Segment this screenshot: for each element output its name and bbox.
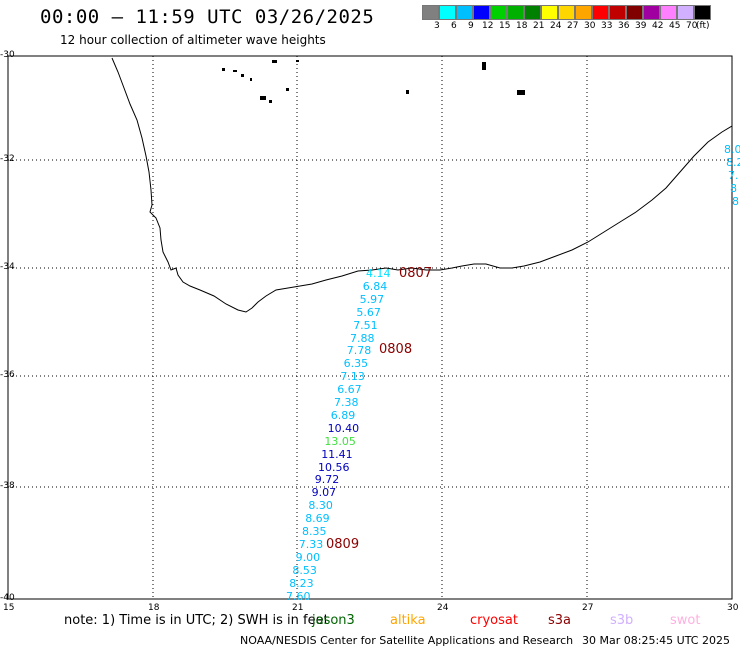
legend-swatch xyxy=(643,5,660,20)
edge-wave-value: 7. xyxy=(728,169,739,182)
satellite-label: swot xyxy=(670,613,701,628)
legend-swatch xyxy=(541,5,558,20)
longitude-label: 30 xyxy=(727,603,739,613)
legend-swatch xyxy=(507,5,524,20)
legend-label: 27 xyxy=(567,21,579,31)
longitude-label: 21 xyxy=(292,603,304,613)
legend-label: 45 xyxy=(669,21,681,31)
legend-swatch xyxy=(592,5,609,20)
legend-swatch xyxy=(524,5,541,20)
legend-swatch xyxy=(422,5,439,20)
edge-wave-value: 8 xyxy=(730,182,737,195)
legend-label: 6 xyxy=(451,21,457,31)
legend-label: 39 xyxy=(635,21,647,31)
wave-height-value: 6.89 xyxy=(330,408,356,422)
latitude-label: -32 xyxy=(0,154,15,164)
wave-height-value: 5.67 xyxy=(356,305,381,319)
latitude-label: -30 xyxy=(0,50,15,60)
wave-height-value: 10.56 xyxy=(318,460,350,474)
wave-height-value: 13.05 xyxy=(324,434,356,448)
wave-height-value: 6.67 xyxy=(337,383,362,397)
longitude-label: 18 xyxy=(148,603,160,613)
edge-wave-value: 8.2 xyxy=(726,156,740,169)
edge-wave-value: 8 xyxy=(732,195,739,208)
map-subtitle: 12 hour collection of altimeter wave hei… xyxy=(60,33,326,47)
legend-label: 9 xyxy=(468,21,474,31)
wave-height-value: 8.53 xyxy=(292,563,317,577)
wave-height-value: 6.35 xyxy=(343,357,369,371)
note-text: note: 1) Time is in UTC; 2) SWH is in fe… xyxy=(64,613,329,628)
legend-label: 12 xyxy=(482,21,494,31)
wave-height-value: 9.07 xyxy=(311,486,337,500)
satellite-label: jason3 xyxy=(312,613,355,628)
pass-time-label: 0809 xyxy=(326,537,360,552)
edge-wave-value: 8.0 xyxy=(724,143,740,156)
wave-height-value: 11.41 xyxy=(321,447,353,461)
coastline xyxy=(111,57,733,313)
timestamp-text: 30 Mar 08:25:45 UTC 2025 xyxy=(582,634,730,647)
wave-height-value: 8.23 xyxy=(289,576,314,590)
map-title: 00:00 – 11:59 UTC 03/26/2025 xyxy=(40,6,375,28)
wave-height-value: 7.51 xyxy=(353,318,378,332)
wave-height-value: 5.97 xyxy=(359,292,385,306)
map-frame xyxy=(7,55,733,600)
legend-label: 36 xyxy=(618,21,630,31)
satellite-label: cryosat xyxy=(470,613,518,628)
latitude-label: -38 xyxy=(0,481,15,491)
legend-swatch xyxy=(439,5,456,20)
pass-time-label: 0808 xyxy=(379,342,413,357)
satellite-label: s3a xyxy=(548,613,572,628)
wave-height-value: 6.84 xyxy=(362,279,388,293)
legend-label: (ft) xyxy=(696,21,710,31)
wave-height-value: 8.69 xyxy=(305,512,330,526)
wave-height-value: 7.33 xyxy=(298,537,324,551)
satellite-label: altika xyxy=(390,613,426,628)
color-legend xyxy=(422,5,711,20)
wave-height-value: 7.60 xyxy=(286,589,311,603)
longitude-label: 27 xyxy=(582,603,594,613)
legend-swatch xyxy=(490,5,507,20)
wave-height-value: 4.14 xyxy=(366,267,391,280)
grid-lines xyxy=(8,56,732,599)
pass-time-label: 0807 xyxy=(399,266,433,281)
legend-label: 18 xyxy=(516,21,528,31)
legend-label: 42 xyxy=(652,21,664,31)
wave-height-value: 9.72 xyxy=(314,473,340,487)
legend-swatch xyxy=(575,5,592,20)
legend-label: 15 xyxy=(499,21,511,31)
legend-label: 70 xyxy=(686,21,698,31)
legend-swatch xyxy=(626,5,643,20)
islands xyxy=(222,60,525,103)
legend-label: 24 xyxy=(550,21,562,31)
legend-label: 33 xyxy=(601,21,613,31)
longitude-label: 24 xyxy=(437,603,449,613)
legend-swatch xyxy=(677,5,694,20)
legend-label: 30 xyxy=(584,21,596,31)
wave-height-value: 7.88 xyxy=(350,331,375,345)
latitude-label: -40 xyxy=(0,593,15,603)
latitude-label: -34 xyxy=(0,262,15,272)
legend-label: 21 xyxy=(533,21,545,31)
legend-swatch xyxy=(660,5,677,20)
legend-swatch xyxy=(456,5,473,20)
legend-swatch xyxy=(473,5,490,20)
credit-text: NOAA/NESDIS Center for Satellite Applica… xyxy=(240,634,574,647)
wave-height-value: 9.00 xyxy=(295,550,321,564)
legend-swatch xyxy=(558,5,575,20)
wave-height-value: 10.40 xyxy=(327,421,360,435)
legend-label: 3 xyxy=(434,21,440,31)
legend-swatch xyxy=(609,5,626,20)
wave-height-value: 7.38 xyxy=(334,396,359,409)
wave-height-value: 8.35 xyxy=(302,525,327,538)
wave-height-value: 7.78 xyxy=(346,344,372,358)
legend-swatch xyxy=(694,5,711,20)
satellite-label: s3b xyxy=(610,613,634,628)
latitude-label: -36 xyxy=(0,370,15,380)
wave-height-value: 7.13 xyxy=(340,370,365,384)
wave-height-value: 8.30 xyxy=(308,499,333,513)
longitude-label: 15 xyxy=(3,603,15,613)
